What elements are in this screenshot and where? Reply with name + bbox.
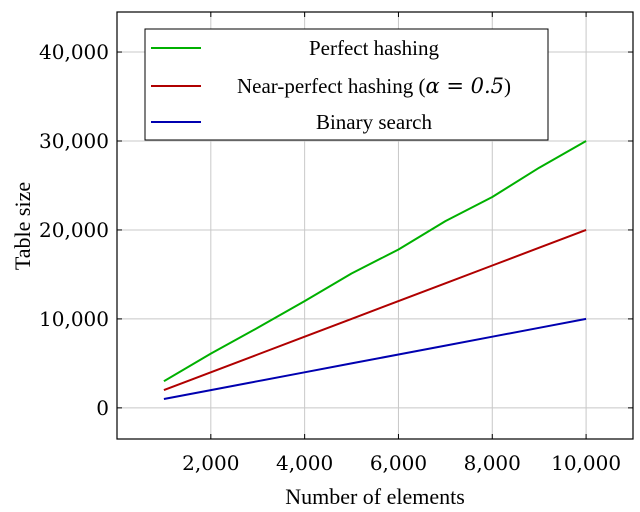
y-axis-label: Table size xyxy=(10,182,35,270)
y-tick-label: 0 xyxy=(96,396,109,420)
series-line-1 xyxy=(163,228,587,392)
series-line-2 xyxy=(163,317,587,400)
y-tick-label: 20,000 xyxy=(39,218,109,242)
y-tick-label: 30,000 xyxy=(39,129,109,153)
plot-frame xyxy=(116,11,634,440)
x-tick-label: 2,000 xyxy=(182,451,239,475)
legend-label-1: Near-perfect hashing (α = 0.5) xyxy=(237,74,511,98)
tick-labels: 2,000 4,000 6,000 8,000 10,000 0 10,000 20,000 3… xyxy=(39,12,633,475)
x-tick-label: 8,000 xyxy=(464,451,521,475)
x-axis-label: Number of elements xyxy=(285,484,465,509)
x-tick-label: 10,000 xyxy=(551,451,621,475)
legend-label-2: Binary search xyxy=(316,110,433,134)
series-line-0 xyxy=(163,140,587,383)
x-tick-label: 4,000 xyxy=(276,451,333,475)
y-tick-label: 40,000 xyxy=(39,40,109,64)
x-tick-label: 6,000 xyxy=(370,451,427,475)
series-lines xyxy=(163,140,587,400)
legend: Perfect hashing Near-perfect hashing (α =… xyxy=(144,28,549,141)
y-tick-label: 10,000 xyxy=(39,307,109,331)
legend-label-0: Perfect hashing xyxy=(309,36,440,60)
legend-box xyxy=(144,28,549,141)
